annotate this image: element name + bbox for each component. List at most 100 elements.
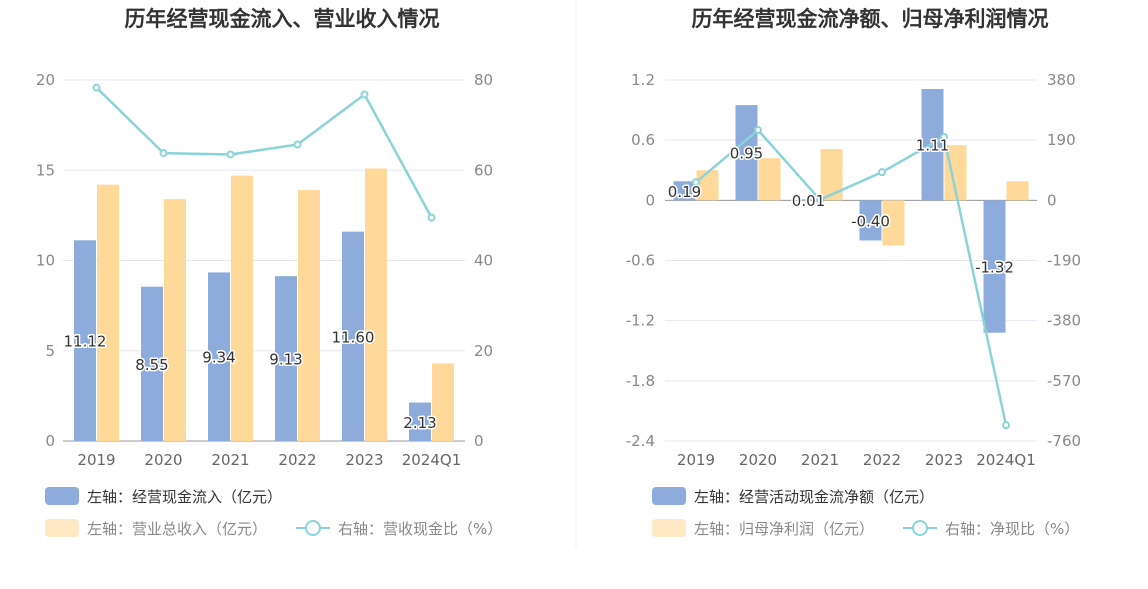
bar-data-label: -1.32	[975, 259, 1014, 277]
x-tick-label: 2021	[211, 451, 249, 469]
x-tick-label: 2021	[801, 451, 839, 469]
bar-secondary[interactable]	[97, 184, 119, 441]
ratio-point[interactable]	[159, 149, 168, 158]
ratio-point[interactable]	[293, 140, 302, 149]
bar-secondary[interactable]	[298, 190, 320, 441]
bar-secondary[interactable]	[1006, 181, 1029, 201]
legend-label-net-ratio[interactable]: 右轴：净现比（%）	[945, 520, 1079, 538]
left-tick-label: 0	[645, 191, 655, 209]
bar-data-label: 1.11	[916, 137, 949, 155]
bar-data-label: 0.19	[668, 183, 701, 201]
legend-swatch-revenue[interactable]	[45, 519, 79, 537]
bar-primary[interactable]	[141, 286, 163, 441]
right-tick-label: 380	[1047, 71, 1076, 89]
left-tick-label: 10	[36, 252, 55, 270]
ratio-point[interactable]	[816, 195, 824, 204]
bar-primary[interactable]	[275, 276, 297, 441]
ratio-point[interactable]	[360, 90, 369, 99]
bar-data-label: 9.13	[269, 351, 302, 369]
x-tick-label: 2022	[863, 451, 901, 469]
bar-data-label: 2.13	[403, 414, 436, 432]
ratio-point[interactable]	[692, 178, 700, 187]
bar-secondary[interactable]	[365, 168, 387, 441]
ratio-point[interactable]	[878, 168, 886, 177]
bar-primary[interactable]	[208, 272, 230, 441]
legend-swatch-net-profit[interactable]	[652, 519, 686, 537]
right-tick-label: 190	[1047, 131, 1076, 149]
x-tick-label: 2020	[144, 451, 182, 469]
bar-secondary[interactable]	[432, 363, 454, 441]
bar-secondary[interactable]	[882, 200, 905, 246]
bar-secondary[interactable]	[231, 175, 253, 442]
right-tick-label: -190	[1047, 252, 1081, 270]
bar-data-label: 11.12	[64, 333, 107, 351]
right-tick-label: 0	[1047, 191, 1057, 209]
right-tick-label: -380	[1047, 312, 1081, 330]
x-tick-label: 2022	[278, 451, 316, 469]
left-tick-label: 0	[45, 432, 55, 450]
chart-cash-inflow-revenue: 历年经营现金流入、营业收入情况 0 5 10 15 20 0 20 40 60 80 2019 2…	[36, 7, 502, 538]
right-tick-label: 40	[474, 252, 493, 270]
x-tick-label: 2023	[925, 451, 963, 469]
right-tick-label: 20	[474, 342, 493, 360]
legend-label-net-cash[interactable]: 左轴：经营活动现金流净额（亿元）	[694, 488, 934, 506]
right-tick-label: 0	[474, 432, 484, 450]
x-tick-label: 2024Q1	[402, 451, 462, 469]
ratio-point[interactable]	[1002, 421, 1010, 430]
left-tick-label: 5	[45, 342, 55, 360]
ratio-point[interactable]	[226, 150, 235, 159]
x-tick-label: 2020	[739, 451, 777, 469]
left-tick-label: 0.6	[631, 131, 655, 149]
bar-primary[interactable]	[342, 231, 364, 441]
bar-data-label: 9.34	[202, 349, 235, 367]
left-tick-label: -1.2	[626, 312, 655, 330]
bar-primary[interactable]	[983, 200, 1006, 333]
left-tick-label: -0.6	[626, 252, 655, 270]
right-tick-label: 60	[474, 161, 493, 179]
x-tick-label: 2024Q1	[976, 451, 1036, 469]
left-tick-label: -1.8	[626, 372, 655, 390]
legend-label-net-profit[interactable]: 左轴：归母净利润（亿元）	[694, 520, 874, 538]
bar-data-label: 0.01	[792, 192, 825, 210]
legend-label-revenue[interactable]: 左轴：营业总收入（亿元）	[87, 520, 267, 538]
chart-2-title: 历年经营现金流净额、归母净利润情况	[692, 7, 1049, 31]
legend-label-cash-inflow[interactable]: 左轴：经营现金流入（亿元）	[87, 488, 282, 506]
x-tick-label: 2019	[677, 451, 715, 469]
bar-data-label: 0.95	[730, 145, 763, 163]
left-tick-label: -2.4	[626, 432, 655, 450]
right-tick-label: -570	[1047, 372, 1081, 390]
bar-secondary[interactable]	[164, 199, 186, 441]
ratio-point[interactable]	[754, 126, 762, 135]
bar-primary[interactable]	[74, 240, 96, 441]
bar-primary[interactable]	[673, 181, 696, 201]
bar-primary[interactable]	[409, 402, 431, 441]
chart-2-legend: 左轴：经营活动现金流净额（亿元） 左轴：归母净利润（亿元） 右轴：净现比（%）	[652, 487, 1079, 538]
ratio-point[interactable]	[92, 83, 101, 92]
bar-primary[interactable]	[797, 199, 820, 201]
left-tick-label: 1.2	[631, 71, 655, 89]
x-tick-label: 2019	[77, 451, 115, 469]
legend-swatch-net-cash[interactable]	[652, 487, 686, 505]
bar-data-label: -0.40	[851, 212, 890, 230]
chart-net-cash-net-profit: 历年经营现金流净额、归母净利润情况 -2.4 -1.8 -1.2 -0.6 0 0.6 1.…	[626, 7, 1081, 538]
legend-marker-net-ratio[interactable]	[912, 520, 928, 536]
legend-label-ratio[interactable]: 右轴：营收现金比（%）	[338, 520, 502, 538]
bar-data-label: 11.60	[332, 328, 375, 346]
bar-data-label: 8.55	[135, 356, 168, 374]
legend-swatch-cash-inflow[interactable]	[45, 487, 79, 505]
ratio-line	[95, 86, 433, 219]
bar-secondary[interactable]	[820, 149, 843, 201]
right-tick-label: -760	[1047, 432, 1081, 450]
bar-secondary[interactable]	[758, 158, 781, 201]
ratio-point[interactable]	[940, 133, 948, 141]
bar-primary[interactable]	[735, 105, 758, 201]
chart-1-legend: 左轴：经营现金流入（亿元） 左轴：营业总收入（亿元） 右轴：营收现金比（%）	[45, 487, 502, 538]
ratio-line	[695, 128, 1008, 426]
right-tick-label: 80	[474, 71, 493, 89]
chart-1-title: 历年经营现金流入、营业收入情况	[125, 7, 440, 31]
bar-primary[interactable]	[859, 200, 882, 241]
legend-marker-ratio[interactable]	[305, 520, 321, 536]
ratio-point[interactable]	[427, 213, 436, 222]
x-tick-label: 2023	[345, 451, 383, 469]
